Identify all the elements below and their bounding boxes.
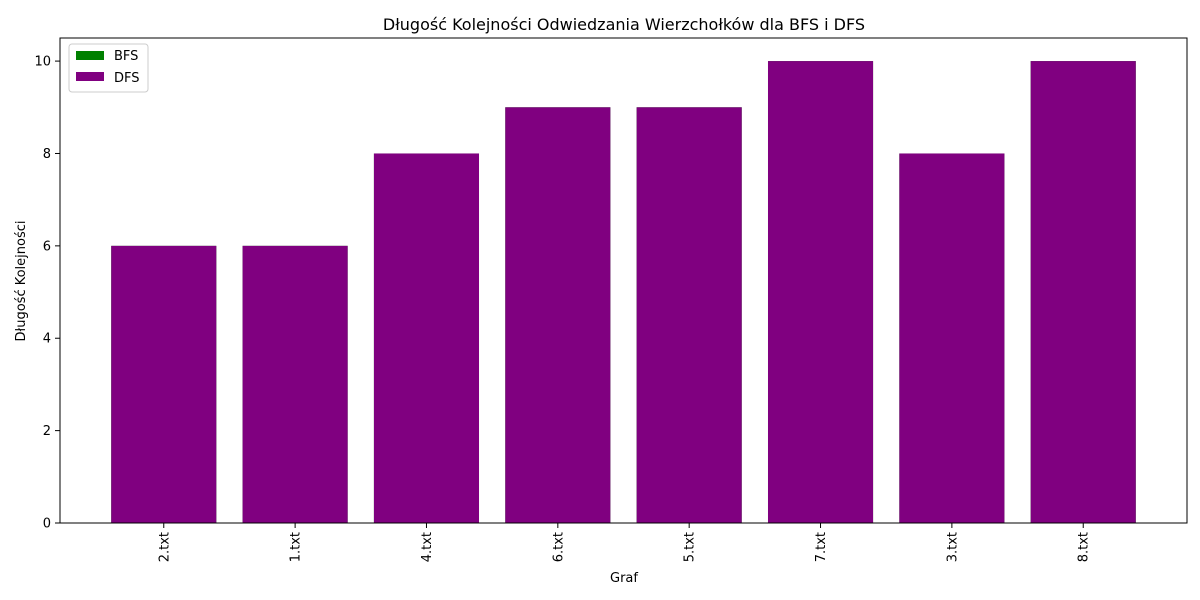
x-tick-label: 8.txt xyxy=(1077,532,1092,562)
legend: BFS DFS xyxy=(68,43,149,93)
x-tick-label: 7.txt xyxy=(814,532,829,562)
x-tick-label: 6.txt xyxy=(551,532,566,562)
plot-frame xyxy=(59,37,1188,524)
y-axis-label: Długość Kolejności xyxy=(14,221,29,342)
y-tick-label: 8 xyxy=(43,147,51,162)
legend-label-bfs: BFS xyxy=(114,49,138,64)
bars-layer xyxy=(111,61,1136,524)
x-tick-label: 1.txt xyxy=(289,532,304,562)
y-tick-label: 2 xyxy=(43,424,51,439)
x-axis-ticks: 2.txt 1.txt 4.txt 6.txt 5.txt 7.txt 3.txt 8.txt xyxy=(157,523,1092,562)
bar-dfs-1-txt xyxy=(242,245,348,524)
bar-dfs-8-txt xyxy=(1030,61,1136,523)
y-tick-label: 6 xyxy=(43,239,51,254)
bar-dfs-3-txt xyxy=(899,153,1005,524)
x-tick-label: 3.txt xyxy=(945,532,960,562)
x-tick-label: 4.txt xyxy=(420,532,435,562)
y-axis-ticks: 0 2 4 6 8 10 xyxy=(34,55,60,532)
legend-label-dfs: DFS xyxy=(114,71,140,86)
y-tick-label: 0 xyxy=(43,517,51,532)
y-tick-label: 10 xyxy=(34,55,51,70)
bar-dfs-7-txt xyxy=(767,61,874,523)
bar-dfs-5-txt xyxy=(636,107,742,523)
legend-swatch-dfs xyxy=(76,72,104,81)
bar-dfs-2-txt xyxy=(111,245,217,524)
x-axis-label: Graf xyxy=(610,571,638,586)
x-tick-label: 5.txt xyxy=(683,532,698,562)
bar-dfs-6-txt xyxy=(505,107,611,523)
x-tick-label: 2.txt xyxy=(157,532,172,562)
chart-title: Długość Kolejności Odwiedzania Wierzchoł… xyxy=(383,15,865,34)
legend-swatch-bfs xyxy=(76,51,104,60)
bar-dfs-4-txt xyxy=(373,153,480,524)
y-tick-label: 4 xyxy=(43,332,51,347)
